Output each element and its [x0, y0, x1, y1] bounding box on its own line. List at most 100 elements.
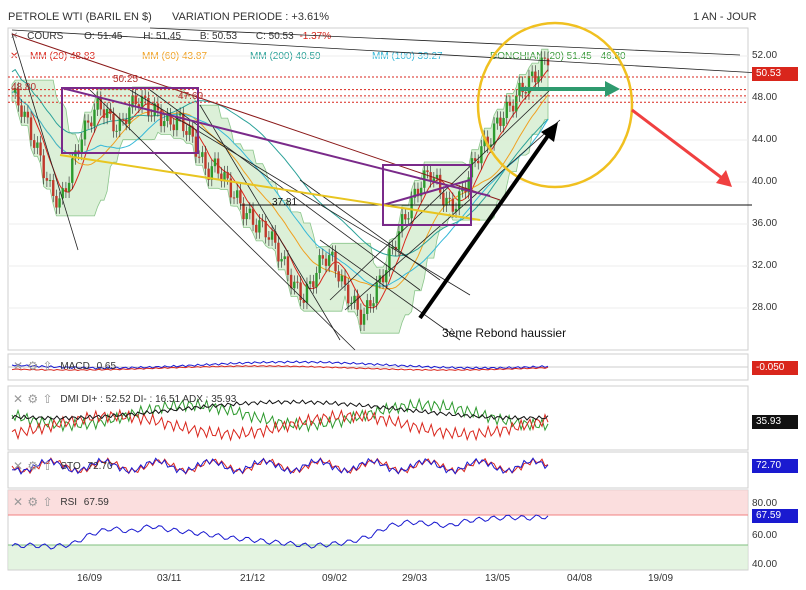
- projection-arrowhead: [605, 81, 620, 97]
- close-icon[interactable]: ✕: [12, 459, 24, 473]
- candle-body: [90, 122, 93, 127]
- level-label-4880: 48.80: [11, 82, 37, 93]
- candle-body: [527, 76, 531, 94]
- arrow-up-icon[interactable]: ⇧: [42, 459, 53, 473]
- close-icon[interactable]: ✕: [12, 495, 24, 509]
- open-value: O: 51.45: [84, 31, 123, 42]
- candle-body: [99, 97, 103, 110]
- close-icon[interactable]: ✕: [10, 31, 19, 42]
- candle-body: [546, 58, 550, 66]
- close-icon[interactable]: ✕: [12, 359, 24, 373]
- level-label-3781: 37.81: [272, 197, 298, 208]
- arrow-up-icon[interactable]: ⇧: [42, 359, 53, 373]
- candle-body: [67, 182, 71, 192]
- candle-body: [169, 114, 172, 125]
- price-tick: 32.00: [752, 260, 778, 271]
- candle-body: [223, 172, 226, 182]
- candle-body: [388, 248, 391, 271]
- rsi-legend: ✕ ⚙ ⇧ RSI 67.59: [12, 496, 109, 508]
- macd-legend: ✕ ⚙ ⇧ MACD 0.65: [12, 360, 116, 372]
- sto-label: STO: [60, 460, 81, 472]
- gear-icon[interactable]: ⚙: [27, 359, 39, 373]
- dmi-plus-line: [11, 397, 549, 433]
- candle-body: [404, 214, 407, 220]
- close-value: C: 50.53: [255, 31, 294, 42]
- candle-body: [397, 231, 401, 250]
- candle-body: [489, 144, 493, 147]
- candle-body: [58, 198, 61, 208]
- candle-body: [36, 142, 39, 148]
- price-tick: 52.00: [752, 50, 778, 61]
- gear-icon[interactable]: ⚙: [27, 459, 39, 473]
- candle-body: [315, 272, 318, 288]
- candle-body: [121, 119, 125, 121]
- candle-body: [153, 103, 156, 116]
- candle-body: [194, 136, 198, 157]
- macd-line: [11, 360, 549, 370]
- candle-body: [321, 255, 325, 259]
- candle-body: [270, 231, 274, 240]
- candle-body: [435, 174, 439, 179]
- arrow-up-icon[interactable]: ⇧: [42, 392, 53, 406]
- candle-body: [448, 197, 451, 199]
- gear-icon[interactable]: ⚙: [27, 495, 39, 509]
- candle-body: [197, 156, 201, 158]
- candle-body: [359, 309, 363, 325]
- last-price-tag: 50.53: [752, 67, 798, 81]
- candle-body: [52, 180, 55, 196]
- price-tick: 28.00: [752, 302, 778, 313]
- candle-body: [327, 255, 331, 266]
- arrow-up-icon[interactable]: ⇧: [42, 495, 53, 509]
- trend-line: [11, 33, 79, 251]
- candle-body: [17, 88, 20, 106]
- candle-body: [334, 251, 337, 272]
- chart-header: PETROLE WTI (BARIL EN $) VARIATION PERIO…: [0, 0, 806, 30]
- candle-body: [362, 313, 366, 325]
- candle-body: [296, 281, 299, 283]
- dmi-minus-line: [11, 408, 549, 442]
- candle-body: [163, 121, 166, 127]
- rsi-tick: 40.00: [752, 559, 778, 570]
- gear-icon[interactable]: ⚙: [27, 392, 39, 406]
- candle-body: [71, 158, 74, 183]
- close-change: -1.37%: [299, 31, 332, 42]
- candle-body: [245, 213, 248, 220]
- candle-body: [350, 302, 353, 304]
- candle-body: [540, 57, 543, 77]
- candle-body: [48, 180, 52, 182]
- candle-body: [499, 117, 502, 126]
- consolidation-box: [382, 164, 472, 226]
- candle-body: [381, 275, 385, 283]
- close-icon[interactable]: ✕: [12, 392, 24, 406]
- candle-body: [524, 92, 527, 94]
- period-selector[interactable]: 1 AN - JOUR: [693, 11, 757, 23]
- candle-body: [115, 130, 118, 132]
- price-tick: 40.00: [752, 176, 778, 187]
- candle-body: [372, 303, 375, 307]
- candle-body: [289, 274, 293, 289]
- candle-body: [413, 188, 416, 198]
- x-tick: 21/12: [240, 573, 266, 584]
- sto-tag: 72.70: [752, 459, 798, 473]
- candle-body: [137, 104, 141, 107]
- dmi-tag: 35.93: [752, 415, 798, 429]
- rebound-arrow: [418, 128, 554, 320]
- candle-body: [277, 242, 280, 262]
- rebound-arrowhead: [541, 122, 558, 142]
- x-tick: 29/03: [402, 573, 428, 584]
- macd-signal-line: [11, 364, 549, 372]
- moving-average-line: [11, 89, 549, 287]
- candle-body: [188, 126, 191, 135]
- candle-body: [150, 115, 153, 117]
- candle-body: [45, 178, 49, 181]
- candle-body: [134, 95, 137, 105]
- candle-body: [144, 96, 147, 98]
- candle-body: [324, 258, 328, 266]
- candle-body: [353, 295, 356, 303]
- candle-body: [274, 231, 277, 243]
- candle-body: [486, 136, 489, 147]
- trend-line: [329, 89, 551, 301]
- candle-body: [505, 101, 508, 118]
- candle-body: [258, 220, 261, 233]
